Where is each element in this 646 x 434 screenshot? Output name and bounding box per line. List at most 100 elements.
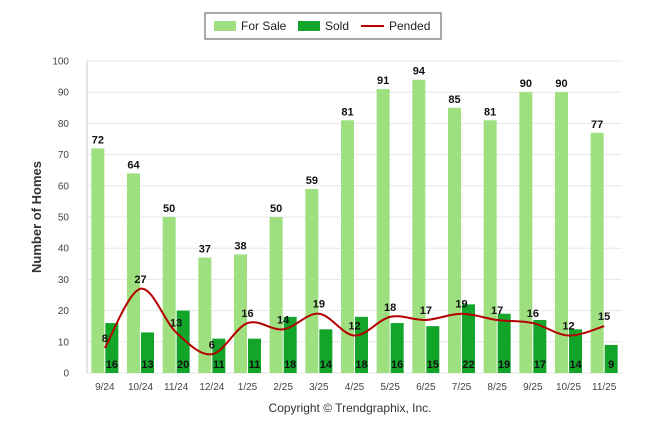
bar-sold — [319, 329, 333, 373]
data-label-sold: 9 — [608, 359, 614, 371]
y-axis-title: Number of Homes — [29, 161, 44, 273]
x-tick-label: 1/25 — [238, 382, 258, 393]
bar-for-sale — [590, 132, 604, 373]
data-label-sold: 19 — [498, 359, 510, 371]
grid — [86, 60, 622, 374]
data-label-sold: 15 — [427, 359, 439, 371]
legend-swatch-sold — [298, 21, 320, 31]
bar-sold — [141, 332, 154, 373]
x-tick-label: 7/25 — [452, 382, 472, 393]
bars — [91, 79, 618, 374]
bar-sold — [462, 304, 475, 373]
bar-sold — [533, 319, 547, 373]
data-label-pended: 19 — [313, 299, 325, 311]
x-tick-label: 6/25 — [416, 382, 436, 393]
y-tick-label: 20 — [58, 306, 70, 317]
data-label-pended: 15 — [598, 311, 610, 323]
bar-for-sale — [234, 254, 247, 373]
bar-for-sale — [269, 217, 283, 373]
data-label-pended: 17 — [491, 305, 503, 317]
y-tick-label: 60 — [58, 181, 70, 192]
legend-label-for-sale: For Sale — [241, 19, 287, 33]
y-tick-label: 90 — [58, 88, 70, 99]
y-tick-label: 40 — [58, 244, 70, 255]
bar-for-sale — [305, 188, 319, 373]
bar-sold — [355, 316, 368, 373]
data-label-for-sale: 37 — [199, 244, 211, 256]
data-label-pended: 16 — [527, 308, 539, 320]
x-tick-label: 3/25 — [309, 382, 329, 393]
data-label-pended: 27 — [134, 274, 146, 286]
y-tick-label: 10 — [58, 337, 70, 348]
data-label-sold: 14 — [320, 359, 333, 371]
data-label-sold: 16 — [391, 359, 403, 371]
data-label-sold: 14 — [569, 359, 582, 371]
bar-for-sale — [198, 257, 212, 373]
legend: For Sale Sold Pended — [204, 12, 442, 40]
pended-line — [103, 287, 605, 356]
bar-sold — [390, 323, 404, 373]
data-label-pended: 14 — [277, 314, 290, 326]
pended-series-line — [103, 287, 605, 356]
bar-sold — [569, 329, 582, 373]
x-tick-label: 2/25 — [273, 382, 293, 393]
y-axis-ticks: 0 10 20 30 40 50 60 70 80 90 100 — [52, 57, 69, 380]
data-label-for-sale: 38 — [234, 240, 246, 252]
y-tick-label: 0 — [63, 369, 69, 380]
bar-for-sale — [91, 148, 105, 373]
data-label-sold: 17 — [534, 359, 546, 371]
data-label-sold: 13 — [141, 359, 153, 371]
y-tick-label: 50 — [58, 213, 70, 224]
legend-box — [204, 12, 442, 40]
data-label-for-sale: 94 — [413, 66, 426, 78]
data-labels: 72 16 64 13 50 20 37 11 38 11 50 18 59 14 81 18 91 16 94 15… — [92, 66, 615, 371]
x-tick-label: 10/24 — [128, 382, 153, 393]
data-label-sold: 22 — [462, 359, 474, 371]
bar-for-sale — [376, 89, 390, 373]
copyright: Copyright © Trendgraphix, Inc. — [269, 401, 432, 415]
x-tick-label: 4/25 — [345, 382, 365, 393]
bar-for-sale — [519, 92, 533, 373]
data-label-pended: 12 — [562, 321, 574, 333]
x-axis-ticks: 9/24 10/24 11/24 12/24 1/25 2/25 3/25 4/25 5/25 6… — [95, 382, 617, 393]
data-label-pended: 17 — [420, 305, 432, 317]
y-tick-label: 30 — [58, 275, 70, 286]
bar-for-sale — [555, 92, 568, 373]
y-tick-label: 70 — [58, 150, 70, 161]
data-label-for-sale: 81 — [341, 106, 353, 118]
bar-for-sale — [127, 173, 140, 373]
x-tick-label: 12/24 — [199, 382, 224, 393]
bar-sold — [497, 313, 511, 373]
data-label-for-sale: 81 — [484, 106, 496, 118]
data-label-pended: 13 — [170, 317, 182, 329]
data-label-sold: 11 — [249, 359, 261, 371]
data-label-for-sale: 50 — [163, 203, 175, 215]
bar-for-sale — [341, 120, 354, 373]
data-label-sold: 18 — [284, 359, 296, 371]
data-label-for-sale: 77 — [591, 119, 603, 131]
y-tick-label: 100 — [52, 57, 69, 68]
bar-for-sale — [412, 79, 426, 373]
data-label-for-sale: 59 — [306, 175, 318, 187]
bar-sold — [248, 338, 261, 373]
x-tick-label: 11/25 — [592, 382, 617, 393]
legend-label-sold: Sold — [325, 19, 349, 33]
legend-label-pended: Pended — [389, 19, 430, 33]
data-label-for-sale: 64 — [127, 159, 140, 171]
bar-for-sale — [162, 217, 176, 373]
bar-sold — [283, 316, 297, 373]
data-label-sold: 20 — [177, 359, 189, 371]
bar-sold — [426, 326, 440, 373]
data-label-pended: 12 — [348, 321, 360, 333]
y-tick-label: 80 — [58, 119, 70, 130]
data-label-for-sale: 72 — [92, 134, 104, 146]
data-label-sold: 18 — [355, 359, 367, 371]
data-label-for-sale: 50 — [270, 203, 282, 215]
data-label-pended: 8 — [102, 333, 108, 345]
bar-for-sale — [448, 107, 461, 374]
data-label-pended: 18 — [384, 302, 396, 314]
data-label-for-sale: 90 — [555, 78, 567, 90]
data-label-sold: 16 — [106, 359, 118, 371]
bar-sold — [604, 344, 618, 373]
